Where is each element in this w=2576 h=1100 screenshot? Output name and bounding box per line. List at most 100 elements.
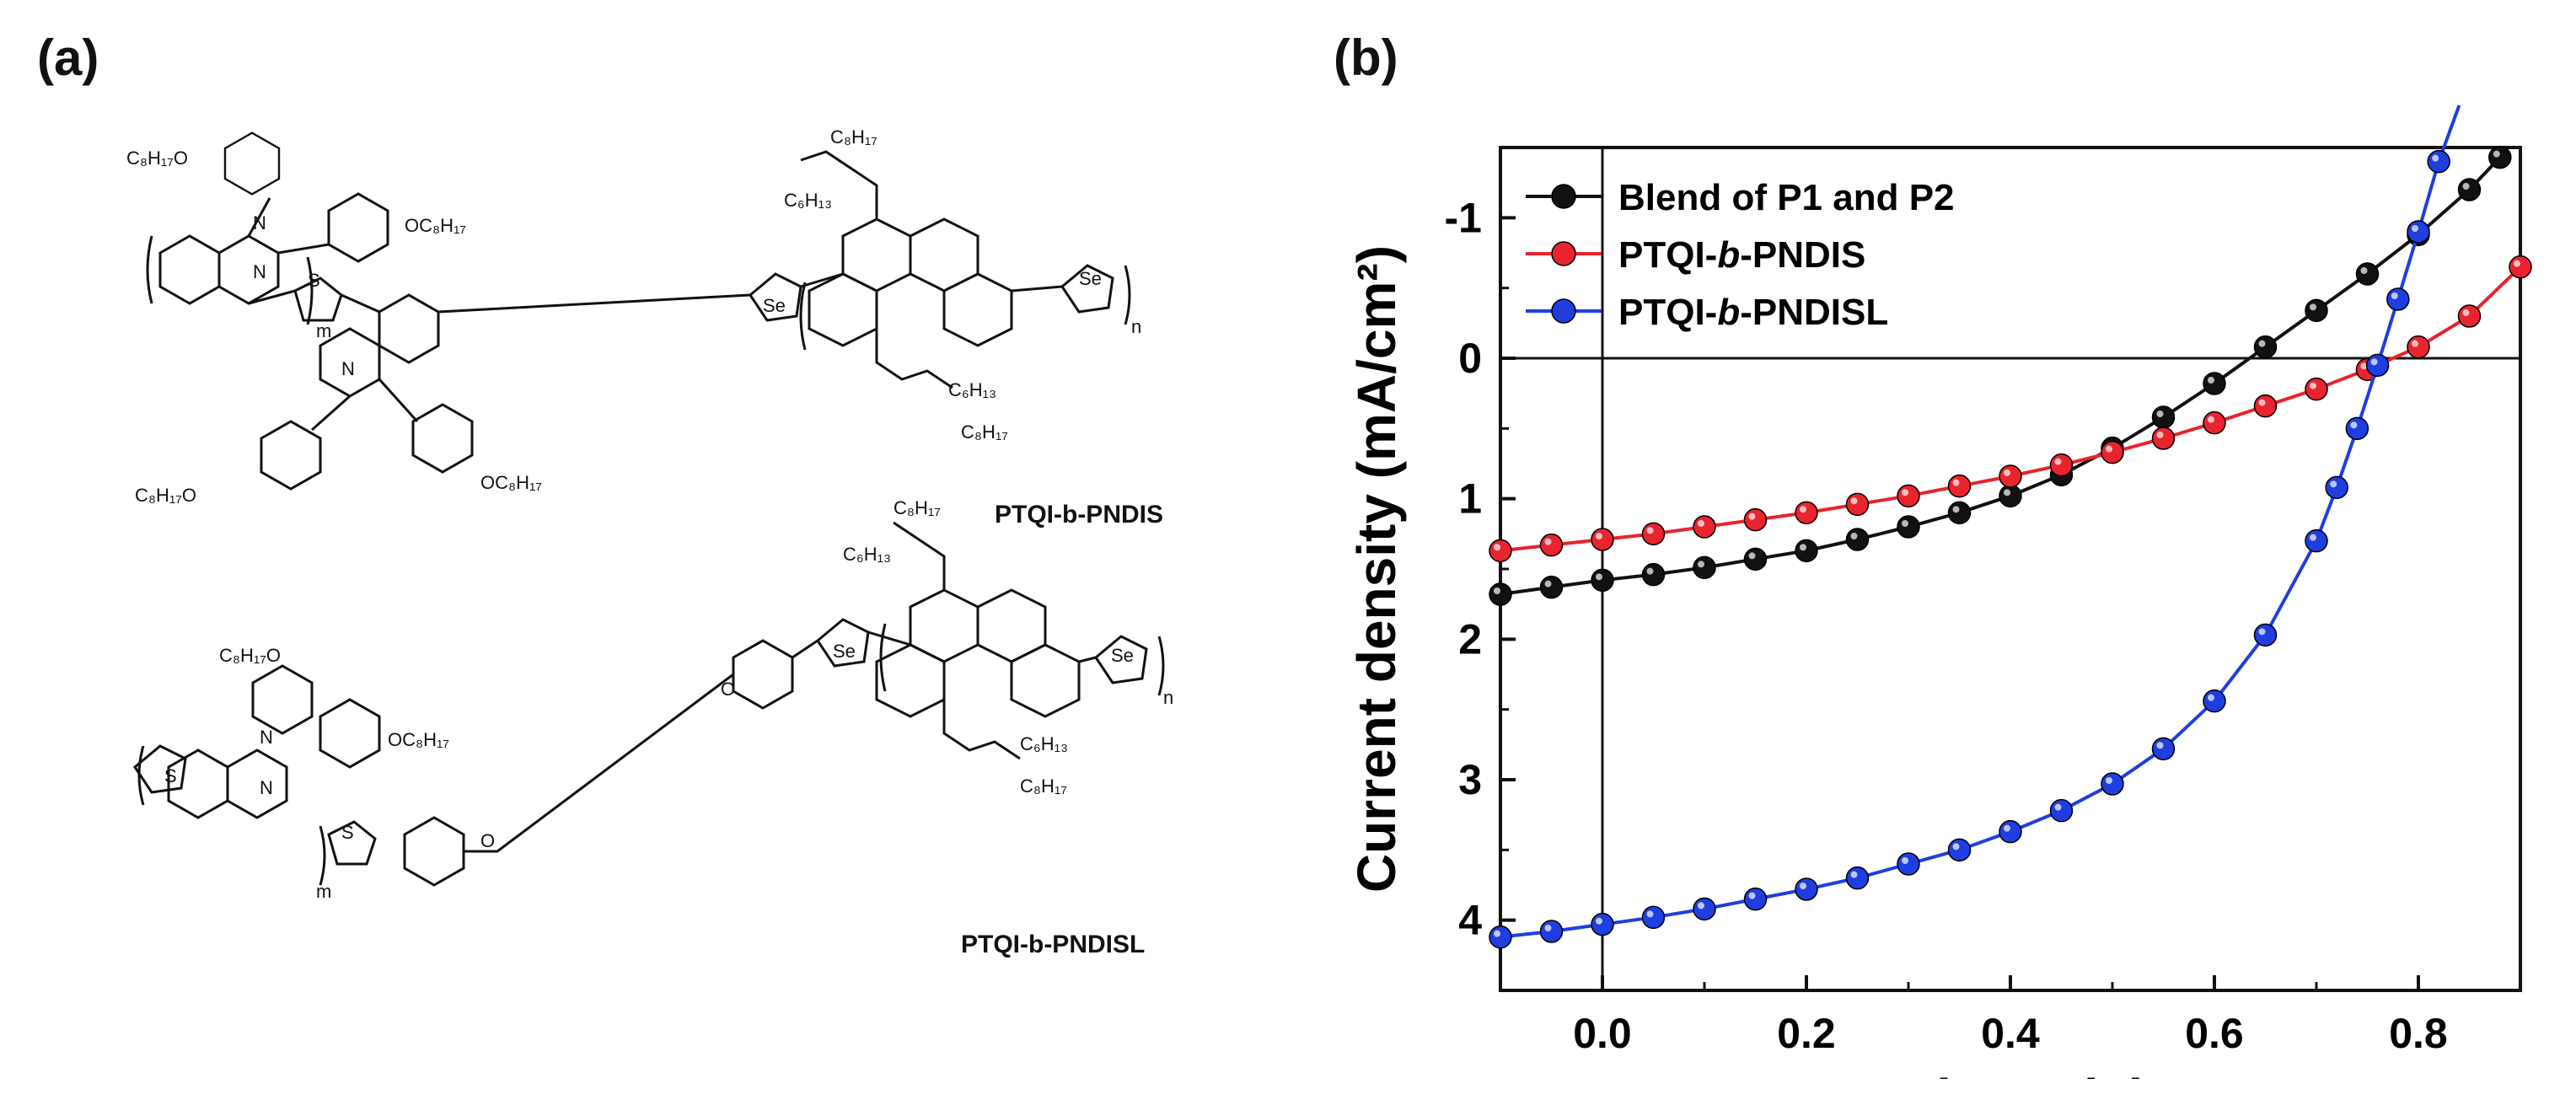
data-point xyxy=(2427,149,2450,174)
data-point xyxy=(2151,405,2176,429)
data-point xyxy=(1743,887,1768,911)
y-tick-label: 1 xyxy=(1458,475,1482,523)
repeat-subscript: n xyxy=(1131,316,1141,337)
data-point-highlight xyxy=(2054,458,2062,465)
atom-label: O xyxy=(721,679,735,700)
data-point-highlight xyxy=(1748,512,1756,520)
data-point-highlight xyxy=(1544,925,1552,931)
data-point-highlight xyxy=(2493,150,2500,158)
atom-label: S xyxy=(164,765,177,786)
data-point xyxy=(2407,220,2430,244)
data-point-highlight xyxy=(2004,489,2010,496)
data-point-highlight xyxy=(1800,883,1806,889)
data-point-highlight xyxy=(1698,561,1704,568)
x-tick-label: 0.8 xyxy=(2389,1010,2448,1057)
data-point-highlight xyxy=(1596,917,1602,925)
data-point-highlight xyxy=(1952,479,1960,486)
series-ptqi-b-pndisl xyxy=(1489,105,2461,949)
data-point xyxy=(1897,852,1920,876)
data-point xyxy=(1591,528,1614,551)
panel-label-a: (a) xyxy=(37,30,99,86)
atom-label: S xyxy=(341,822,354,843)
legend-marker xyxy=(1551,184,1576,209)
data-point-highlight xyxy=(2514,260,2520,267)
x-tick-label: 0.6 xyxy=(2185,1010,2244,1057)
data-point xyxy=(2345,416,2369,441)
data-point-highlight xyxy=(1646,527,1654,534)
data-point xyxy=(2253,335,2278,359)
data-point-highlight xyxy=(2391,292,2398,299)
y-tick-label: 3 xyxy=(1458,756,1482,803)
data-point xyxy=(1897,515,1920,539)
data-point xyxy=(2488,145,2512,169)
data-point xyxy=(2151,737,2176,761)
data-point xyxy=(2457,304,2482,328)
data-point xyxy=(2253,623,2278,647)
repeat-subscript: n xyxy=(1163,687,1173,708)
data-point-highlight xyxy=(1494,544,1500,551)
data-point-highlight xyxy=(1698,520,1704,527)
data-point-highlight xyxy=(1800,544,1806,551)
data-point xyxy=(2305,377,2328,401)
data-point-highlight xyxy=(1646,567,1654,575)
data-point xyxy=(1641,562,1666,587)
group-label: OC₈H₁₇ xyxy=(388,729,449,750)
group-label: OC₈H₁₇ xyxy=(405,215,466,236)
data-point xyxy=(1539,575,1564,599)
molecule-bottom-skeleton xyxy=(133,521,1165,887)
data-point xyxy=(2325,475,2348,500)
legend-marker xyxy=(1551,298,1576,324)
data-point-highlight xyxy=(2208,694,2214,701)
data-point-highlight xyxy=(1494,930,1500,937)
atom-label: N xyxy=(341,358,355,379)
x-tick-label: 0.0 xyxy=(1573,1010,1632,1057)
data-point-highlight xyxy=(2310,303,2316,311)
data-point xyxy=(2203,689,2226,713)
data-point xyxy=(1591,568,1614,593)
molecule-top-labels: C₈H₁₇O OC₈H₁₇ C₈H₁₇O OC₈H₁₇ C₈H₁₇ C₆H₁₃ … xyxy=(126,126,1163,529)
data-point xyxy=(1539,533,1564,557)
data-point-highlight xyxy=(2156,432,2164,438)
series-blend-of-p1-and-p2 xyxy=(1489,145,2512,606)
data-point-highlight xyxy=(2360,267,2368,274)
data-point-highlight xyxy=(2004,470,2010,476)
data-point xyxy=(1999,484,2022,508)
data-point-highlight xyxy=(2156,410,2164,417)
data-point xyxy=(1999,819,2022,844)
data-point xyxy=(1947,501,1972,525)
data-point-highlight xyxy=(2412,225,2418,232)
data-point xyxy=(1947,474,1972,498)
data-point-highlight xyxy=(1902,857,1908,864)
data-point-highlight xyxy=(2004,824,2010,832)
data-point-highlight xyxy=(2370,358,2378,366)
data-point-highlight xyxy=(2360,362,2368,370)
data-point-highlight xyxy=(1646,910,1654,918)
data-point xyxy=(1845,866,1870,890)
data-point xyxy=(2203,372,2226,395)
y-tick-label: 0 xyxy=(1458,335,1482,382)
y-tick-label: 2 xyxy=(1458,615,1482,663)
data-point xyxy=(1897,484,1920,508)
data-point-highlight xyxy=(1596,533,1602,539)
data-point xyxy=(2151,427,2176,450)
data-point-highlight xyxy=(2208,377,2214,384)
x-tick-label: 0.2 xyxy=(1777,1010,1836,1057)
group-label: C₆H₁₃ xyxy=(784,190,832,211)
data-point-highlight xyxy=(1952,506,1960,513)
repeat-subscript: m xyxy=(316,881,331,902)
atom-label: Se xyxy=(763,295,786,316)
data-point-highlight xyxy=(1952,843,1960,850)
data-point-highlight xyxy=(1748,552,1756,560)
data-point xyxy=(1999,464,2022,488)
group-label: C₆H₁₃ xyxy=(948,379,996,400)
data-point xyxy=(1795,877,1818,901)
y-tick-label: 4 xyxy=(1458,897,1482,944)
data-point xyxy=(1693,515,1716,539)
group-label: C₈H₁₇O xyxy=(135,485,196,506)
data-point xyxy=(2049,798,2074,823)
data-point xyxy=(1641,522,1666,546)
data-point-highlight xyxy=(2330,480,2337,488)
y-axis-label: Current density (mA/cm²) xyxy=(1346,245,1407,893)
data-point xyxy=(2509,255,2532,279)
x-axis-label: Voltage (V) xyxy=(1871,1068,2149,1079)
